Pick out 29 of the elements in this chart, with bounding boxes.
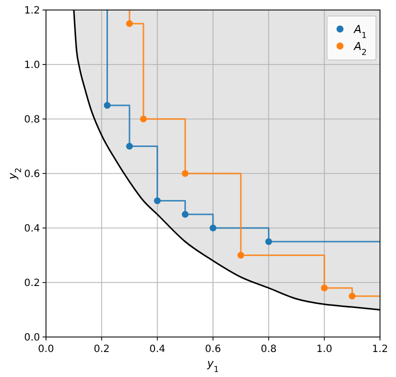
x-tick-label: 1.0 — [316, 344, 332, 355]
point — [237, 252, 244, 259]
x-tick-label: 0.6 — [205, 344, 221, 355]
point — [210, 224, 216, 232]
y-tick-label: 1.2 — [24, 6, 40, 16]
point — [126, 142, 133, 150]
y-tick-label: 0.8 — [24, 114, 40, 126]
point — [182, 210, 189, 218]
point — [265, 238, 272, 246]
x-tick-label: 0.0 — [38, 344, 54, 355]
point — [348, 292, 356, 300]
y-tick-label: 1.0 — [24, 60, 40, 71]
point — [140, 116, 147, 122]
point — [182, 170, 189, 177]
legend-label: A$_{1}$ — [353, 23, 367, 40]
legend-label: A$_{2}$ — [353, 40, 367, 57]
y-tick-label: 0.4 — [24, 224, 40, 234]
x-axis-title: y$_{1}$ — [206, 357, 219, 374]
point — [126, 20, 133, 28]
x-tick-label: 0.4 — [149, 344, 166, 355]
y-tick-label: 0.2 — [24, 278, 40, 289]
x-tick-label: 0.8 — [260, 344, 277, 355]
y-tick-label: 0.0 — [24, 332, 40, 344]
point — [154, 197, 161, 204]
y-tick-label: 0.6 — [24, 169, 40, 180]
point — [320, 284, 328, 292]
x-tick-label: 0.2 — [94, 344, 110, 355]
x-tick-label: 1.2 — [372, 344, 388, 355]
point — [104, 102, 111, 109]
